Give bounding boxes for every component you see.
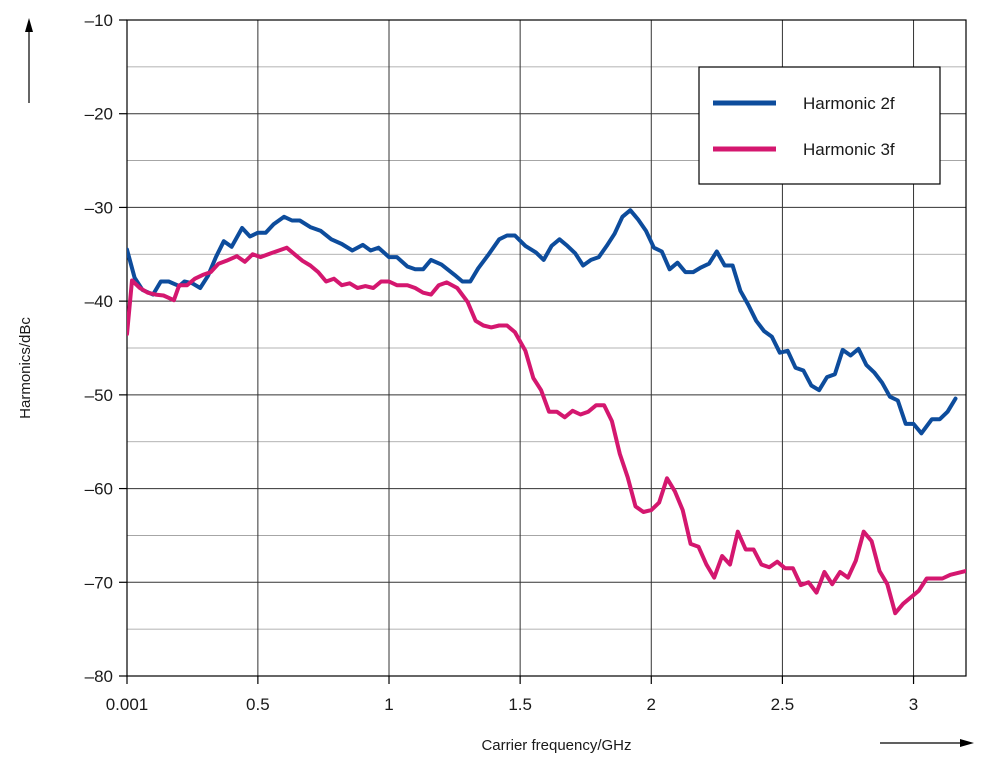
y-axis-tick-labels: –10 –20 –30 –40 –50 –60 –70 –80 xyxy=(85,11,127,686)
y-tick-label: –60 xyxy=(85,480,113,499)
series-line-harmonic-3f xyxy=(127,245,966,616)
y-axis-arrow xyxy=(25,18,33,103)
series-lines xyxy=(127,208,966,616)
x-tick-label: 1.5 xyxy=(508,695,532,714)
x-axis-tick-labels: 0.001 0.5 1 1.5 2 2.5 3 xyxy=(106,676,918,714)
y-axis-label: Harmonics/dBc xyxy=(17,317,34,419)
x-axis-arrow xyxy=(880,739,974,747)
axes xyxy=(126,19,967,677)
legend-label: Harmonic 2f xyxy=(803,94,895,113)
x-axis-label: Carrier frequency/GHz xyxy=(481,737,631,754)
plot-frame xyxy=(126,19,967,677)
x-tick-label: 1 xyxy=(384,695,393,714)
x-tick-label: 2 xyxy=(647,695,656,714)
y-tick-label: –80 xyxy=(85,667,113,686)
legend-box xyxy=(698,66,941,185)
legend-label: Harmonic 3f xyxy=(803,140,895,159)
y-tick-label: –40 xyxy=(85,292,113,311)
y-tick-label: –50 xyxy=(85,386,113,405)
x-tick-label: 2.5 xyxy=(771,695,795,714)
x-tick-label: 3 xyxy=(909,695,918,714)
y-tick-label: –20 xyxy=(85,105,113,124)
series-line-harmonic-2f xyxy=(127,208,958,436)
x-tick-label: 0.001 xyxy=(106,695,149,714)
y-tick-label: –10 xyxy=(85,11,113,30)
legend: Harmonic 2f Harmonic 3f xyxy=(698,66,941,185)
y-tick-label: –70 xyxy=(85,573,113,592)
y-tick-label: –30 xyxy=(85,198,113,217)
x-tick-label: 0.5 xyxy=(246,695,270,714)
